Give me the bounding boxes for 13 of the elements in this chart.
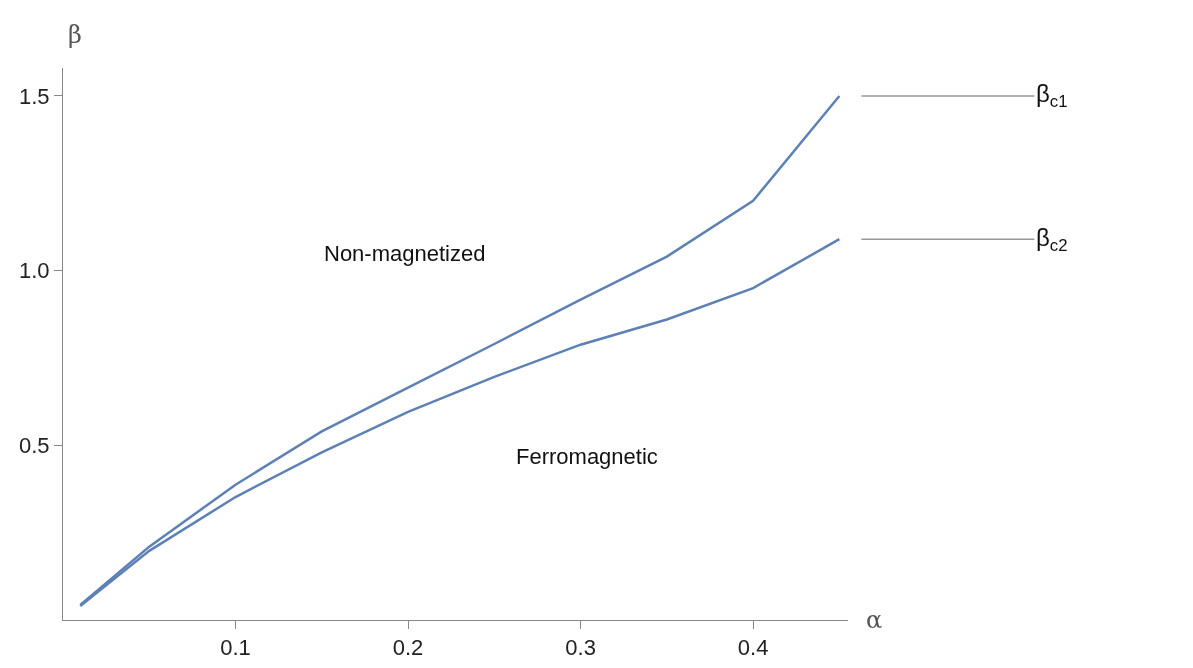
y-tick-label: 0.5: [19, 433, 50, 459]
annotation: Ferromagnetic: [516, 444, 658, 469]
annotation: β$_{c2}$: [1036, 224, 1068, 256]
y-axis-title: β: [68, 21, 82, 49]
x-tick-label: 0.2: [392, 635, 424, 661]
y-tick-label: 1.5: [19, 83, 50, 109]
annotation: β$_{c1}$: [1036, 80, 1068, 112]
x-axis-title: α: [866, 606, 883, 634]
y-tick-label: 1.0: [19, 258, 50, 284]
x-tick-label: 0.3: [565, 635, 596, 661]
x-tick-label: 0.1: [220, 635, 251, 661]
x-tick-label: 0.4: [737, 635, 769, 661]
annotation: Non-magnetized: [324, 241, 486, 266]
